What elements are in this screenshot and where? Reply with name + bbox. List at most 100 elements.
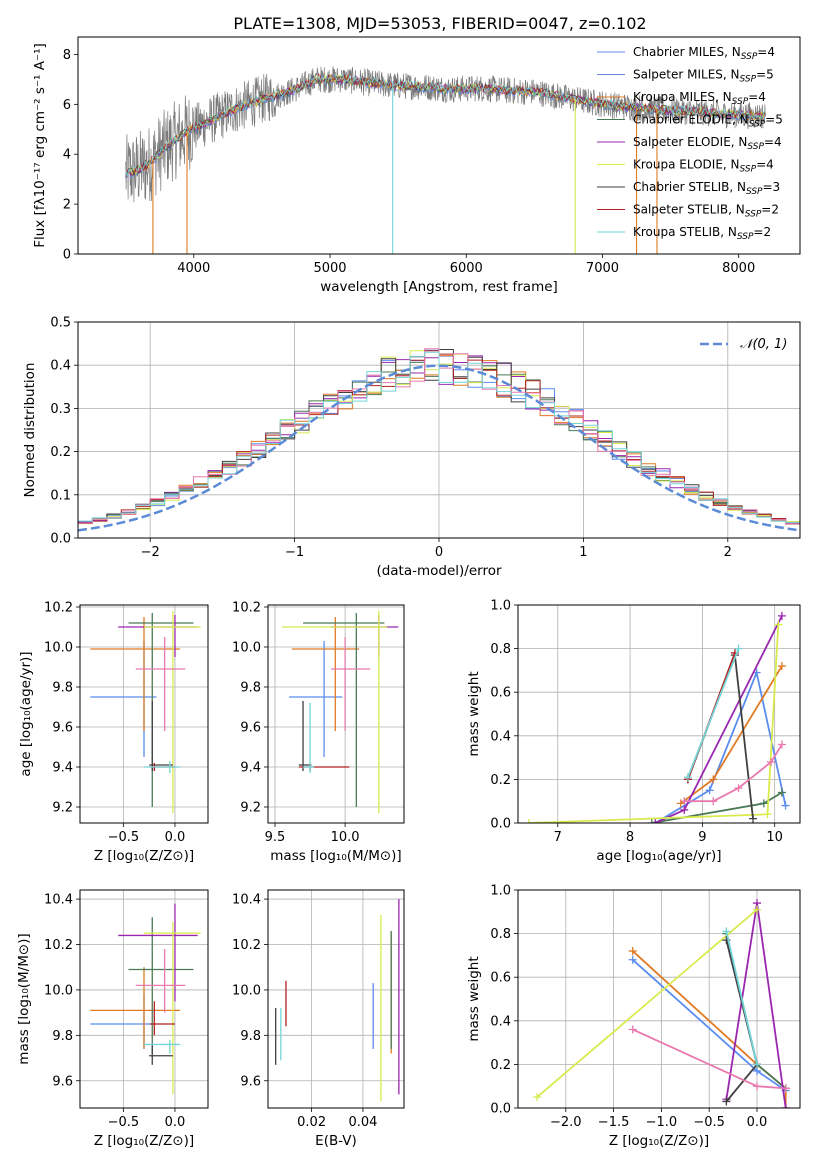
x-tick-label: 0.0 [747,1115,768,1130]
panel-spectrum: 4000 5000 6000 7000 8000 0 2 4 6 8 [63,36,801,276]
data-point [777,662,786,671]
data-point [767,757,776,766]
panel-residual-histogram: −2 −1 0 1 2 0.0 0.1 0.2 0.3 0.4 0.5 [50,316,801,560]
data-point [781,801,790,810]
panel-cumulative-mass-weight-age: 7 8 9 10 0.0 0.2 0.4 0.6 0.8 1.0 [490,599,801,845]
y-tick-label: 10.2 [44,601,73,616]
x-tick-label: −2 [141,545,160,560]
data-point [734,644,743,653]
x-axis-label: wavelength [Angstrom, rest frame] [320,279,558,295]
mass-weight-line [687,648,740,778]
y-tick-label: 9.4 [52,761,73,776]
data-point [774,620,783,629]
x-axis-label: Z [log₁₀(Z/Z⊙)] [94,1133,194,1149]
y-tick-label: 10.2 [232,938,261,953]
y-tick-label: 0.0 [50,532,71,547]
y-tick-label: 0.0 [490,817,511,832]
x-tick-label: −1.5 [598,1115,630,1130]
x-tick-label: 8 [626,830,634,845]
y-tick-label: 10.2 [232,601,261,616]
y-tick-label: 1.0 [490,599,511,614]
y-tick-label: 0.6 [490,686,511,701]
grid [518,889,800,1109]
data-point [705,786,714,795]
panel-age-vs-metallicity: −0.5 0.0 9.2 9.4 9.6 9.8 10.0 10.2 [44,601,209,846]
x-axis-label: (data-model)/error [376,563,502,579]
grid [518,604,800,824]
y-tick-label: 9.8 [240,681,261,696]
gaussian-curve [78,364,800,532]
plot-area [90,611,201,813]
mass-weight-line [528,624,780,823]
legend-entry: Salpeter STELIB, NSSP=2 [633,203,779,220]
y-tick-label: 10.0 [232,641,261,656]
y-tick-label: 0.0 [490,1102,511,1117]
plot-area [90,903,201,1095]
plot-area [282,611,399,813]
data-point [777,740,786,749]
data-point [680,805,689,814]
y-axis-label: mass [log₁₀(M/M⊙)] [16,933,32,1064]
y-tick-label: 0.4 [490,729,511,744]
model-spectrum [125,74,766,178]
legend: Chabrier MILES, NSSP=4 Salpeter MILES, NS… [597,45,783,242]
y-tick-label: 9.4 [240,761,261,776]
legend-entry: Chabrier MILES, NSSP=4 [633,45,775,62]
axes-frame [517,604,801,824]
ticks: 9.5 10.0 9.2 9.4 9.6 9.8 10.0 10.2 [232,601,360,846]
y-axis-label: mass weight [466,956,482,1041]
plot-area [533,899,790,1108]
data-point [781,1084,790,1093]
y-tick-label: 9.2 [240,801,261,816]
y-axis-label: age [log₁₀(age/yr)] [18,651,34,776]
mass-weight-line [655,615,783,823]
data-point [628,947,637,956]
axes-frame [79,604,209,824]
data-point [752,1082,761,1091]
x-tick-label: 6000 [450,261,483,276]
y-tick-label: 0.8 [490,927,511,942]
data-point [533,1093,542,1102]
x-tick-label: −0.5 [693,1115,725,1130]
data-point [752,1060,761,1069]
y-tick-label: 0.6 [490,971,511,986]
y-tick-label: 9.2 [52,801,73,816]
data-point [763,810,772,819]
x-tick-label: 0.0 [165,830,186,845]
ticks: 4000 5000 6000 7000 8000 0 2 4 6 8 [63,48,756,276]
legend-entry: Salpeter MILES, NSSP=5 [633,68,774,85]
panel-age-vs-mass: 9.5 10.0 9.2 9.4 9.6 9.8 10.0 10.2 [232,601,405,846]
model-spectrum [125,73,766,176]
data-point [647,819,656,823]
y-tick-label: 9.6 [52,1074,73,1089]
model-spectrum [125,73,766,178]
x-tick-label: 9 [698,830,706,845]
x-tick-label: 0.0 [165,1115,186,1130]
axes-frame [79,889,209,1109]
y-tick-label: 9.8 [240,1029,261,1044]
x-tick-label: 10 [766,830,783,845]
legend-entry: 𝒩(0, 1) [740,337,787,352]
x-tick-label: 9.5 [265,830,286,845]
x-tick-label: 8000 [722,261,755,276]
y-tick-label: 4 [63,148,71,163]
y-tick-label: 0.2 [50,445,71,460]
legend-entry: Chabrier STELIB, NSSP=3 [633,180,780,197]
plot-area [125,66,767,254]
y-axis-label: Normed distribution [22,363,38,498]
grid [268,890,404,1108]
ticks: −0.5 0.0 9.2 9.4 9.6 9.8 10.0 10.2 [44,601,185,846]
data-point [628,955,637,964]
axes-frame [77,36,801,255]
x-tick-label: 7000 [586,261,619,276]
x-axis-label: Z [log₁₀(Z/Z⊙)] [94,848,194,864]
ticks: 0.02 0.04 9.6 9.8 10.0 10.2 10.4 [232,893,377,1130]
x-tick-label: −0.5 [108,830,140,845]
x-tick-label: 0.02 [297,1115,326,1130]
x-axis-label: mass [log₁₀(M/M⊙)] [270,848,401,864]
x-tick-label: −1.0 [646,1115,678,1130]
axes-frame [517,889,801,1109]
x-tick-label: −1 [285,545,304,560]
data-point [777,611,786,620]
y-tick-label: 2 [63,198,71,213]
